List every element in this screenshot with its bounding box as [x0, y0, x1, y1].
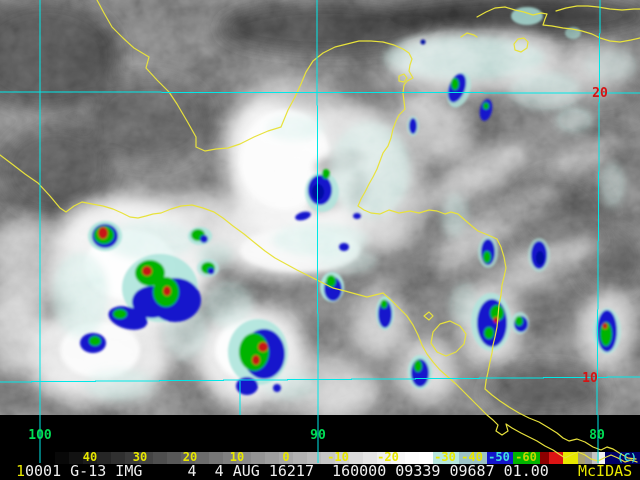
colorbar-segment	[578, 452, 585, 464]
colorbar-segment	[139, 452, 153, 464]
colorbar-tick-label: 30	[132, 450, 148, 464]
coastline-pacific	[0, 154, 638, 463]
colorbar-tick-label: 10	[229, 450, 245, 464]
colorbar-segment	[599, 452, 605, 464]
colorbar-segment	[459, 452, 487, 464]
colorbar-segment	[349, 452, 363, 464]
status-text: 0001 G-13 IMG 4 4 AUG 16217 160000 09339…	[25, 462, 549, 480]
convective-blobs	[80, 7, 621, 395]
colorbar-segment	[83, 452, 97, 464]
colorbar-segment	[433, 452, 459, 464]
colorbar	[55, 452, 640, 464]
lake-managua	[423, 311, 434, 321]
lon-label-100: 100	[28, 428, 52, 443]
chetumal-loop	[398, 73, 408, 83]
isla-juventud	[513, 37, 529, 53]
colorbar-segment	[405, 452, 419, 464]
colorbar-segment	[513, 452, 540, 464]
colorbar-tick-label: -20	[377, 450, 399, 464]
lon-80-line	[596, 0, 601, 416]
colorbar-tick-label: 20	[182, 450, 198, 464]
coastline-cuba-south	[476, 6, 640, 43]
colorbar-segment	[167, 452, 181, 464]
colorbar-segment	[69, 452, 83, 464]
colorbar-segment	[209, 452, 223, 464]
colorbar-segment	[293, 452, 307, 464]
lat-label-20: 20	[592, 86, 608, 101]
colorbar-segment	[540, 452, 549, 464]
colorbar-segment	[97, 452, 111, 464]
colorbar-tick-label: -30	[434, 450, 456, 464]
colorbar-segment	[377, 452, 391, 464]
colorbar-segment	[592, 452, 599, 464]
lon-label-90: 90	[310, 428, 326, 443]
lat-20-line	[0, 91, 640, 94]
coastline-gulf-yucatan-caribbean	[96, 0, 637, 460]
frame-number: 1	[16, 462, 26, 480]
colorbar-segment	[55, 452, 69, 464]
colorbar-segment	[419, 452, 433, 464]
colorbar-segment	[605, 452, 640, 464]
colorbar-segment	[153, 452, 167, 464]
lon-label-80: 80	[589, 428, 605, 443]
colorbar-segment	[265, 452, 279, 464]
colorbar-segment	[487, 452, 513, 464]
graticule	[0, 0, 640, 463]
colorbar-tick-label: -40	[461, 450, 483, 464]
status-bar: 1 0001 G-13 IMG 4 4 AUG 16217 160000 093…	[0, 462, 640, 480]
lat-10-line	[0, 376, 640, 383]
copyright-label: (C)	[617, 451, 637, 464]
colorbar-segment	[125, 452, 139, 464]
colorbar-segment	[335, 452, 349, 464]
colorbar-segment	[391, 452, 405, 464]
colorbar-segment	[563, 452, 578, 464]
coastline-overlay	[0, 0, 640, 463]
colorbar-tick-label: -10	[327, 450, 349, 464]
lon-90-line	[316, 0, 319, 416]
lake-nicaragua	[430, 320, 467, 357]
colorbar-tick-label: 40	[82, 450, 98, 464]
colorbar-segment	[111, 452, 125, 464]
cay-line	[460, 32, 478, 38]
colorbar-segment	[321, 452, 335, 464]
colorbar-tick-label: -60	[515, 450, 537, 464]
colorbar-tick-label: 0	[282, 450, 290, 464]
colorbar-segment	[363, 452, 377, 464]
colorbar-segment	[181, 452, 195, 464]
colorbar-segment	[195, 452, 209, 464]
coastline-cuba-north	[555, 5, 640, 12]
colorbar-segment	[237, 452, 251, 464]
colorbar-tick-label: -50	[488, 450, 510, 464]
colorbar-segment	[279, 452, 293, 464]
colorbar-segment	[251, 452, 265, 464]
mcidas-brand: McIDAS	[578, 462, 633, 480]
satellite-image[interactable]	[0, 0, 640, 418]
lat-label-10: 10	[582, 371, 598, 386]
colorbar-segment	[223, 452, 237, 464]
